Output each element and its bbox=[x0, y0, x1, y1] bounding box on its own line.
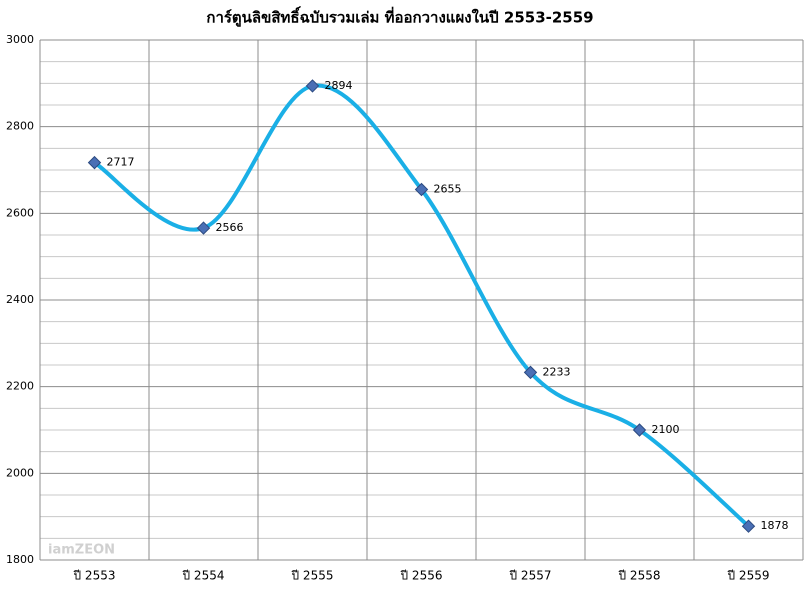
data-label: 2233 bbox=[543, 365, 571, 378]
data-label: 1878 bbox=[761, 519, 789, 532]
y-tick-label: 1800 bbox=[6, 553, 34, 566]
y-tick-label: 2000 bbox=[6, 466, 34, 479]
marker bbox=[87, 155, 102, 170]
x-tick-label: ปี 2553 bbox=[73, 569, 116, 583]
x-tick-label: ปี 2558 bbox=[618, 569, 661, 583]
x-tick-label: ปี 2557 bbox=[509, 569, 552, 583]
data-label: 2655 bbox=[434, 183, 462, 196]
marker bbox=[305, 79, 320, 93]
data-label: 2566 bbox=[216, 221, 244, 234]
y-tick-label: 2400 bbox=[6, 293, 34, 306]
y-tick-label: 2800 bbox=[6, 120, 34, 133]
x-tick-label: ปี 2555 bbox=[291, 569, 334, 583]
y-tick-label: 2200 bbox=[6, 380, 34, 393]
chart-title: การ์ตูนลิขสิทธิ์ฉบับรวมเล่ม ที่ออกวางแผง… bbox=[206, 6, 593, 28]
data-label: 2717 bbox=[107, 156, 135, 169]
x-tick-label: ปี 2556 bbox=[400, 569, 443, 583]
y-tick-label: 2600 bbox=[6, 206, 34, 219]
data-label: 2894 bbox=[325, 79, 353, 92]
data-label: 2100 bbox=[652, 423, 680, 436]
marker bbox=[196, 221, 211, 235]
marker bbox=[523, 365, 538, 380]
marker bbox=[632, 423, 647, 437]
x-tick-label: ปี 2554 bbox=[182, 569, 225, 583]
marker bbox=[741, 519, 756, 533]
marker bbox=[414, 182, 429, 197]
x-tick-label: ปี 2559 bbox=[727, 569, 770, 583]
line bbox=[93, 83, 750, 528]
y-tick-label: 3000 bbox=[6, 33, 34, 46]
watermark: iamZEON bbox=[48, 543, 115, 558]
